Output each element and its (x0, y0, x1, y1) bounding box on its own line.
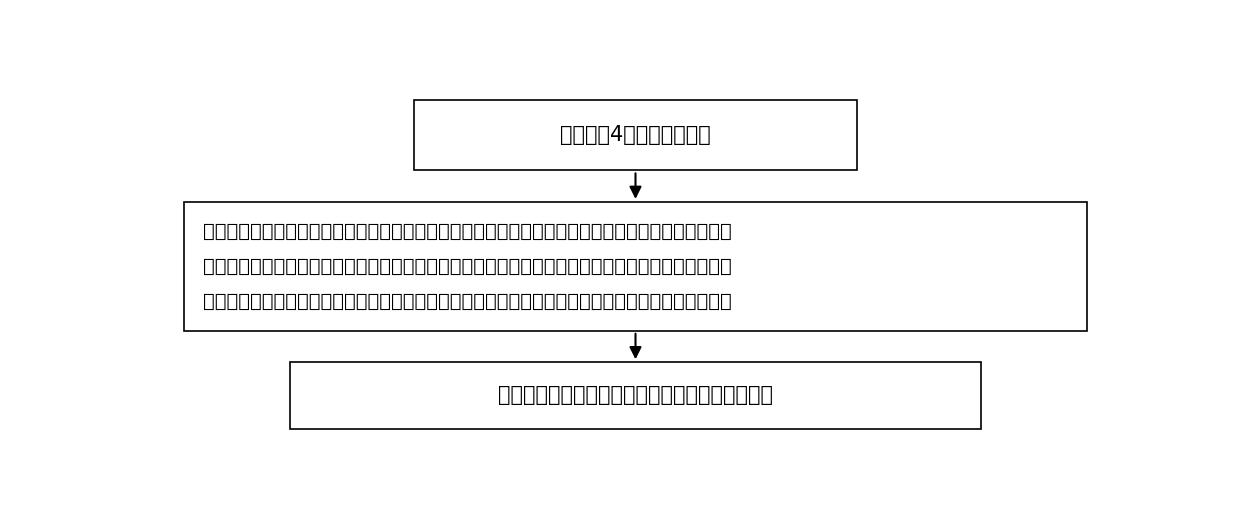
Text: 通过调节所述开关模块，调节直流配电网拓扑结构: 通过调节所述开关模块，调节直流配电网拓扑结构 (498, 386, 773, 405)
Text: 支路，所述内部支路的一端和任意一条边支路连接的两个直流网络端点连接，所述内部支路的另一端与: 支路，所述内部支路的一端和任意一条边支路连接的两个直流网络端点连接，所述内部支路… (203, 257, 732, 276)
Text: 通过边支路将所述直流网络端点连接，构成环形的直流电网结构，在所述直流电网结构的内部设置内部: 通过边支路将所述直流网络端点连接，构成环形的直流电网结构，在所述直流电网结构的内… (203, 221, 732, 241)
Text: 剩余的直流网络端点连接，所述边支路的两端、内部支路的两端通过开关模块与所述直流网络端点连接: 剩余的直流网络端点连接，所述边支路的两端、内部支路的两端通过开关模块与所述直流网… (203, 292, 732, 311)
Bar (290, 362, 982, 429)
Bar (184, 202, 1087, 331)
Bar (414, 100, 857, 171)
Text: 设置至少4个直流网络端点: 设置至少4个直流网络端点 (560, 125, 711, 145)
